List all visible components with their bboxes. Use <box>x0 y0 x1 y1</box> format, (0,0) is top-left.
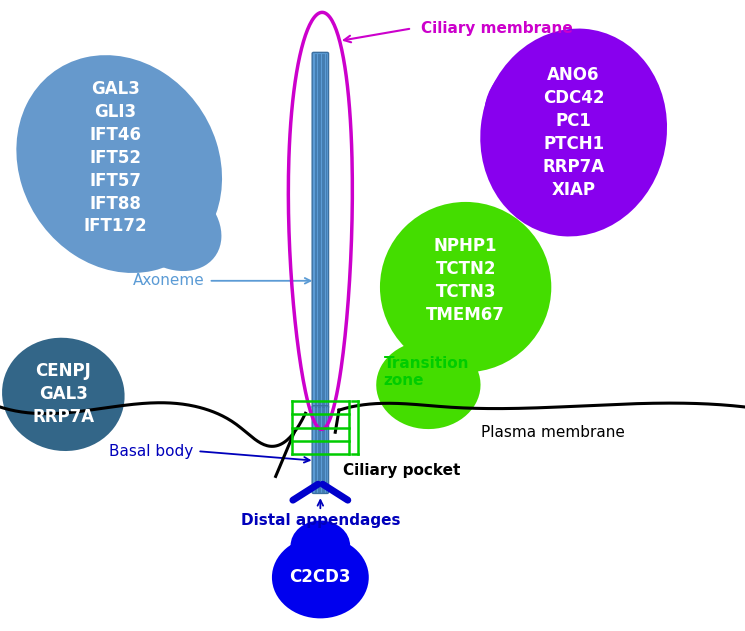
Text: NPHP1
TCTN2
TCTN3
TMEM67: NPHP1 TCTN2 TCTN3 TMEM67 <box>426 237 505 324</box>
Text: CENPJ
GAL3
RRP7A: CENPJ GAL3 RRP7A <box>32 362 95 427</box>
Text: ANO6
CDC42
PC1
PTCH1
RRP7A
XIAP: ANO6 CDC42 PC1 PTCH1 RRP7A XIAP <box>542 66 605 199</box>
Ellipse shape <box>16 55 222 273</box>
Ellipse shape <box>376 341 481 429</box>
Text: Distal appendages: Distal appendages <box>241 513 400 528</box>
Text: Basal body: Basal body <box>110 444 194 459</box>
FancyBboxPatch shape <box>312 406 329 493</box>
Text: GAL3
GLI3
IFT46
IFT52
IFT57
IFT88
IFT172: GAL3 GLI3 IFT46 IFT52 IFT57 IFT88 IFT172 <box>83 80 148 235</box>
Ellipse shape <box>272 536 369 618</box>
Ellipse shape <box>380 202 551 372</box>
Text: C2CD3: C2CD3 <box>290 569 351 586</box>
Ellipse shape <box>2 338 124 451</box>
Ellipse shape <box>121 179 221 271</box>
Text: Ciliary pocket: Ciliary pocket <box>343 463 460 478</box>
Ellipse shape <box>481 28 667 237</box>
Text: Transition
zone: Transition zone <box>384 356 469 389</box>
Text: Axoneme: Axoneme <box>133 273 205 288</box>
Ellipse shape <box>291 521 350 571</box>
Text: Ciliary membrane: Ciliary membrane <box>421 21 573 36</box>
FancyBboxPatch shape <box>312 52 329 408</box>
Ellipse shape <box>484 51 633 176</box>
Text: Plasma membrane: Plasma membrane <box>481 425 624 440</box>
